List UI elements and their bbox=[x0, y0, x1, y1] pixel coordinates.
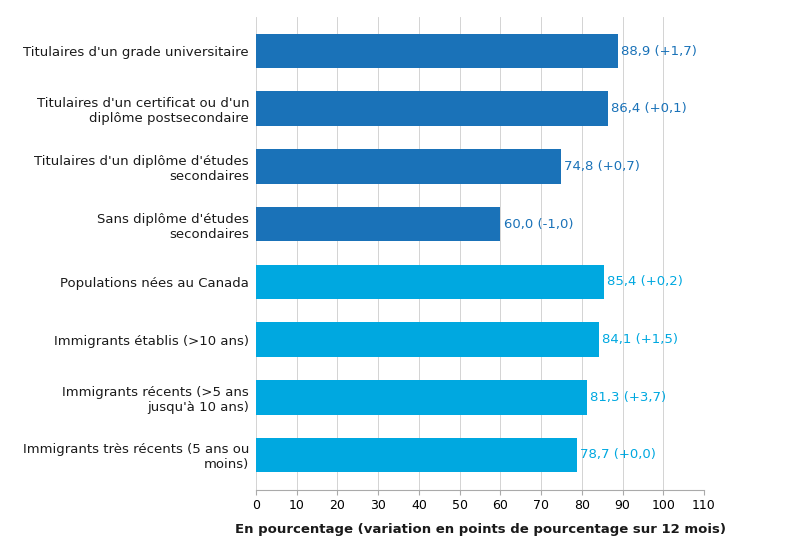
Text: 84,1 (+1,5): 84,1 (+1,5) bbox=[602, 333, 678, 346]
Text: 74,8 (+0,7): 74,8 (+0,7) bbox=[564, 160, 640, 173]
Bar bbox=[256, 91, 608, 126]
Bar bbox=[256, 265, 604, 299]
Text: 60,0 (-1,0): 60,0 (-1,0) bbox=[504, 218, 573, 230]
Bar bbox=[256, 438, 577, 472]
Bar bbox=[256, 322, 598, 357]
Bar bbox=[256, 207, 500, 241]
Text: 78,7 (+0,0): 78,7 (+0,0) bbox=[580, 448, 656, 461]
Text: 88,9 (+1,7): 88,9 (+1,7) bbox=[622, 45, 697, 58]
Text: 86,4 (+0,1): 86,4 (+0,1) bbox=[611, 102, 687, 116]
Bar bbox=[256, 149, 561, 184]
Bar bbox=[256, 34, 618, 68]
Text: 85,4 (+0,2): 85,4 (+0,2) bbox=[607, 276, 683, 288]
X-axis label: En pourcentage (variation en points de pourcentage sur 12 mois): En pourcentage (variation en points de p… bbox=[234, 524, 726, 536]
Bar bbox=[256, 380, 587, 415]
Text: 81,3 (+3,7): 81,3 (+3,7) bbox=[590, 390, 666, 404]
